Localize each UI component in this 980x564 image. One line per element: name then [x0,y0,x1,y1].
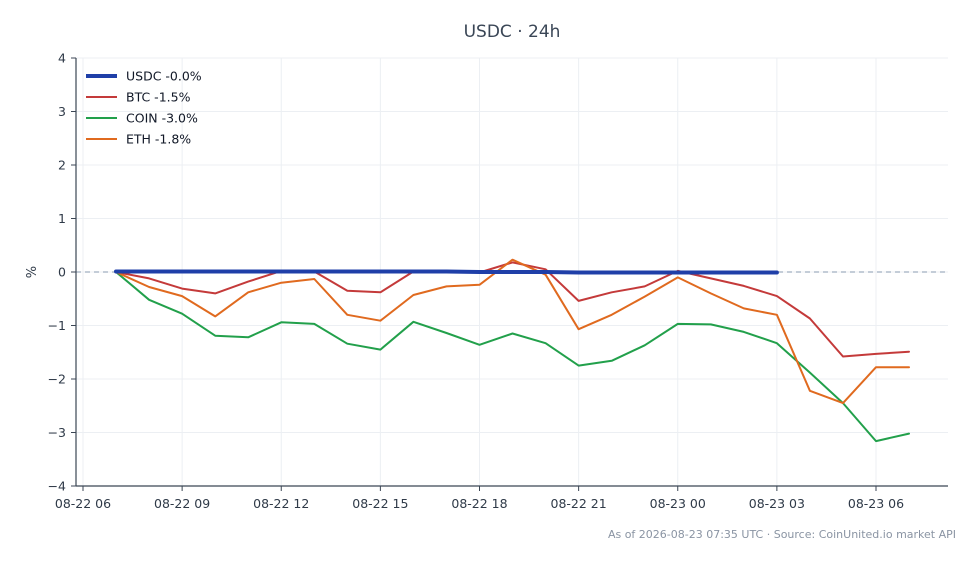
x-tick-label: 08-23 00 [650,496,706,511]
series-line-coin [115,271,910,443]
series-line-btc [115,261,910,358]
y-tick-label: −2 [48,372,66,387]
x-tick-label: 08-22 15 [352,496,408,511]
x-tick-label: 08-22 12 [253,496,309,511]
x-tick-label: 08-22 06 [55,496,111,511]
x-tick-label: 08-23 06 [848,496,904,511]
x-tick-label: 08-23 03 [749,496,805,511]
y-tick-label: −4 [48,479,66,494]
legend-label: BTC -1.5% [126,90,191,105]
series-line-eth [115,258,910,405]
y-tick-label: 2 [58,158,66,173]
legend-label: COIN -3.0% [126,111,198,126]
x-tick-label: 08-22 21 [551,496,607,511]
y-tick-label: 1 [58,211,66,226]
x-tick-label: 08-22 09 [154,496,210,511]
chart-title: USDC · 24h [464,22,561,42]
legend-label: USDC -0.0% [126,69,202,84]
legend: USDC -0.0% BTC -1.5% COIN -3.0% ETH -1.8% [86,69,202,147]
x-tick-label: 08-22 18 [451,496,507,511]
chart-footer: As of 2026-08-23 07:35 UTC · Source: Coi… [608,528,956,541]
series-line-usdc [114,269,779,275]
y-tick-labels: −4 −3 −2 −1 0 1 2 3 4 [48,51,76,494]
y-tick-label: 0 [58,265,66,280]
y-tick-label: −3 [48,425,66,440]
y-axis-label: % [25,266,40,278]
y-tick-label: 3 [58,104,66,119]
x-tick-labels: 08-22 06 08-22 09 08-22 12 08-22 15 08-22 18… [55,486,904,511]
series-lines [114,258,910,443]
legend-label: ETH -1.8% [126,132,191,147]
y-tick-label: 4 [58,51,66,66]
y-tick-label: −1 [48,318,66,333]
